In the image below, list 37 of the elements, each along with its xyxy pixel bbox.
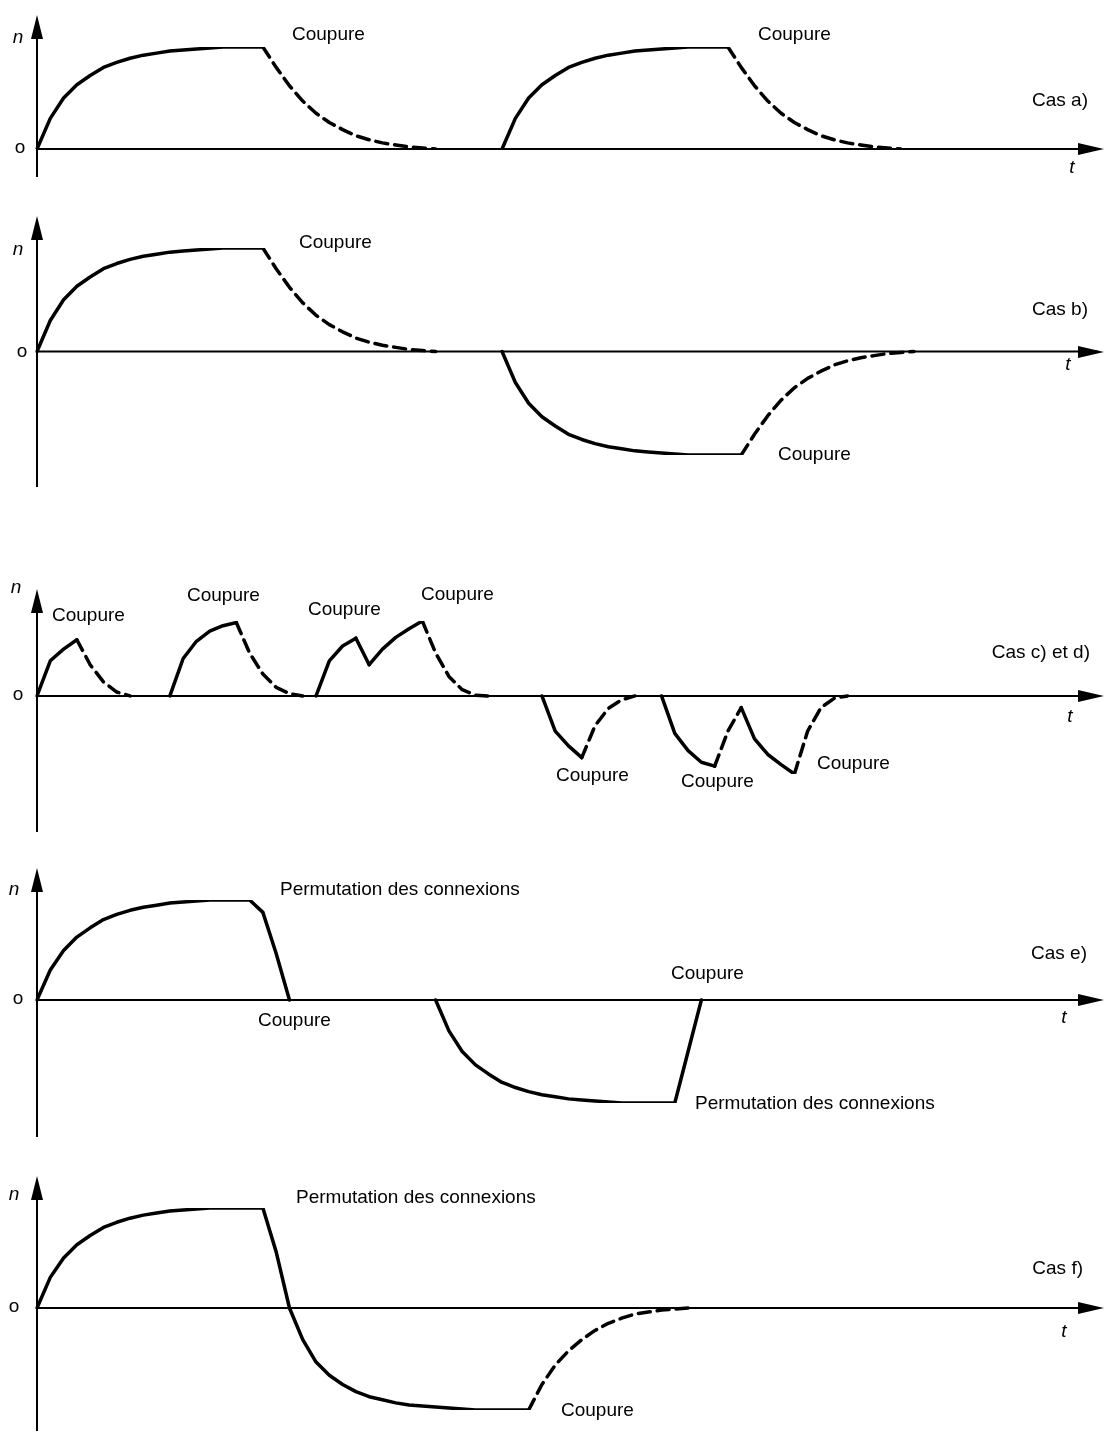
y-axis-title: n	[8, 1183, 20, 1205]
text: o	[8, 1295, 20, 1317]
text: Cas a)	[1032, 89, 1088, 111]
annotation: Coupure	[258, 1009, 331, 1031]
y-axis-title: n	[8, 878, 20, 900]
text: Cas b)	[1032, 298, 1088, 320]
text: Permutation des connexions	[296, 1186, 536, 1208]
annotation: Permutation des connexions	[695, 1092, 935, 1114]
annotation: Coupure	[299, 231, 372, 253]
annotation: Coupure	[817, 752, 890, 774]
text: o	[14, 136, 26, 158]
text: o	[12, 683, 24, 705]
x-axis-title: t	[1069, 156, 1076, 178]
text: Cas e)	[1031, 942, 1087, 964]
x-axis-title: t	[1061, 1006, 1068, 1028]
annotation: Coupure	[671, 962, 744, 984]
y-axis-title: n	[10, 576, 22, 598]
text: Coupure	[421, 583, 494, 605]
y-axis-title: n	[12, 238, 24, 260]
annotation: Coupure	[778, 443, 851, 465]
text: o	[16, 340, 28, 362]
annotation: Coupure	[681, 770, 754, 792]
text: Coupure	[308, 598, 381, 620]
annotation: Coupure	[561, 1399, 634, 1421]
annotation: Coupure	[556, 764, 629, 786]
x-axis-title: t	[1067, 705, 1074, 727]
text: Cas f)	[1032, 1257, 1083, 1279]
text: Permutation des connexions	[280, 878, 520, 900]
text: Coupure	[758, 23, 831, 45]
x-axis-title: t	[1065, 353, 1072, 375]
text: o	[12, 987, 24, 1009]
text: Cas c) et d)	[991, 641, 1090, 663]
x-axis-title: t	[1061, 1320, 1068, 1342]
y-axis-title: n	[12, 26, 24, 48]
text: Coupure	[187, 584, 260, 606]
annotation: Coupure	[52, 604, 125, 626]
text: Coupure	[292, 23, 365, 45]
